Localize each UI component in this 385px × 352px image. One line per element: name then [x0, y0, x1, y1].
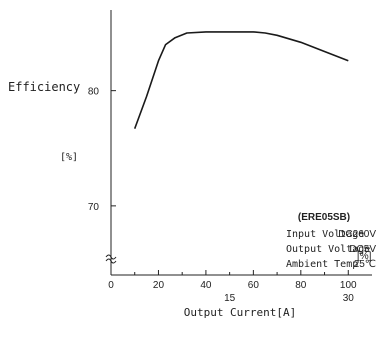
y-tick-label: 80	[88, 87, 100, 98]
annotation-block: (ERE05SB) Input Voltage DC260V Output Vo…	[286, 212, 376, 270]
annotation-output-label: Output Voltage	[286, 244, 370, 255]
annotation-input-value: DC260V	[338, 229, 376, 240]
x-secondary-tick-label: 15	[224, 293, 236, 304]
axis-break-mark	[105, 254, 117, 264]
x-axis-label: Output Current[A]	[184, 306, 297, 319]
annotation-ambient-label: Ambient Temp	[286, 259, 358, 270]
x-axis-unit: [%]	[357, 251, 372, 262]
ticks: 80 70 0 20 40 60 80 100 15 30	[88, 87, 357, 304]
x-tick-label: 20	[153, 280, 165, 291]
series	[133, 31, 349, 129]
annotation-ambient-value: 25℃	[354, 259, 376, 270]
annotation-model: (ERE05SB)	[298, 212, 350, 223]
y-axis-unit: [%]	[60, 152, 78, 163]
x-tick-label: 80	[295, 280, 307, 291]
y-tick-label: 70	[88, 202, 100, 213]
y-axis-label: Efficiency	[8, 80, 80, 94]
x-tick-label: 100	[340, 280, 357, 291]
annotation-output-value: DC5V	[349, 244, 376, 255]
x-tick-label: 60	[248, 280, 260, 291]
x-secondary-tick-label: 30	[343, 293, 355, 304]
x-tick-label: 0	[108, 280, 114, 291]
annotation-input-label: Input Voltage	[286, 229, 364, 240]
efficiency-line	[133, 31, 349, 129]
axes	[105, 10, 372, 276]
x-tick-label: 40	[200, 280, 212, 291]
